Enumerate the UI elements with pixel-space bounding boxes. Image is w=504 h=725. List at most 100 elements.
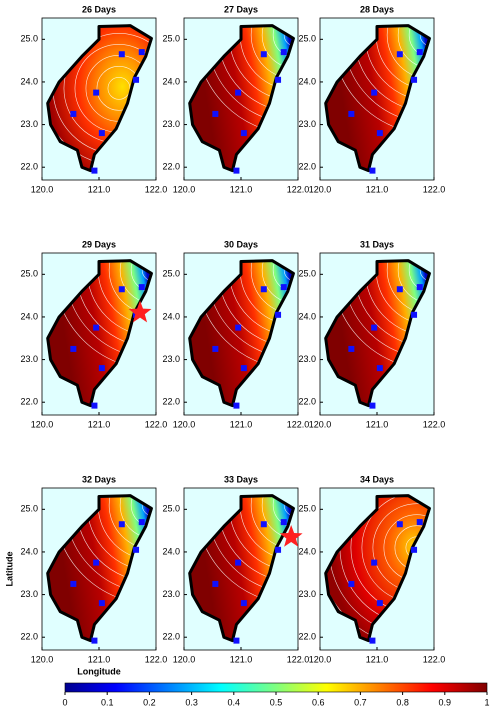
station [369, 402, 376, 409]
coastline [46, 259, 153, 408]
coastline [188, 494, 295, 643]
station [93, 324, 100, 331]
y-tick-label: 22.0 [162, 632, 180, 642]
contour-line [283, 260, 294, 282]
panel-title: 28 Days [360, 4, 394, 14]
x-tick-label: 121.0 [88, 654, 111, 664]
x-tick-label: 122.0 [145, 419, 168, 429]
station [118, 51, 125, 58]
x-tick-label: 121.0 [366, 654, 389, 664]
y-tick-label: 25.0 [162, 34, 180, 44]
x-tick-label: 121.0 [230, 184, 253, 194]
contour-line [250, 25, 294, 80]
station [91, 637, 98, 644]
y-tick-label: 24.0 [298, 76, 316, 86]
y-tick-label: 24.0 [20, 76, 38, 86]
station [235, 559, 242, 566]
station [70, 110, 77, 117]
station [240, 365, 247, 372]
station [212, 345, 219, 352]
contour-line [250, 495, 294, 550]
y-tick-label: 23.0 [298, 589, 316, 599]
contour-line [141, 495, 152, 517]
station [411, 76, 418, 83]
station [138, 49, 145, 56]
contour-line [250, 260, 294, 315]
station [411, 546, 418, 553]
x-axis-label: Longitude [77, 666, 121, 676]
panel-title: 33 Days [224, 474, 258, 484]
panel-title: 29 Days [82, 239, 116, 249]
station [93, 89, 100, 96]
station [416, 49, 423, 56]
colorbar-tick-label: 0.8 [396, 697, 409, 707]
contour-line [397, 25, 430, 69]
y-tick-label: 22.0 [162, 162, 180, 172]
y-tick-label: 24.0 [162, 311, 180, 321]
y-tick-label: 22.0 [298, 162, 316, 172]
x-tick-label: 122.0 [287, 654, 310, 664]
colorbar-tick-label: 0.3 [185, 697, 198, 707]
panel-title: 27 Days [224, 4, 258, 14]
station [371, 559, 378, 566]
coastline [324, 494, 431, 643]
coastline [324, 24, 431, 173]
y-tick-label: 24.0 [20, 546, 38, 556]
station [98, 365, 105, 372]
colorbar-tick-label: 0 [62, 697, 67, 707]
field [189, 260, 294, 406]
y-tick-label: 23.0 [20, 119, 38, 129]
panel-title: 31 Days [360, 239, 394, 249]
y-tick-label: 23.0 [20, 589, 38, 599]
x-tick-label: 121.0 [88, 419, 111, 429]
station [235, 324, 242, 331]
x-tick-label: 120.0 [173, 419, 196, 429]
station [376, 600, 383, 607]
station [396, 51, 403, 58]
station [98, 600, 105, 607]
contour-line [130, 495, 152, 528]
station [133, 76, 140, 83]
x-tick-label: 120.0 [31, 654, 54, 664]
station [369, 637, 376, 644]
station [376, 365, 383, 372]
contour-line [397, 260, 430, 304]
station [212, 580, 219, 587]
panel-title: 32 Days [82, 474, 116, 484]
station [212, 110, 219, 117]
field [325, 260, 430, 406]
y-tick-label: 24.0 [298, 311, 316, 321]
x-tick-label: 120.0 [309, 654, 332, 664]
colorbar-tick-label: 0.9 [439, 697, 452, 707]
field [47, 25, 152, 171]
station [280, 49, 287, 56]
x-tick-label: 122.0 [423, 184, 446, 194]
station [416, 519, 423, 526]
station [138, 284, 145, 291]
y-tick-label: 22.0 [20, 632, 38, 642]
contour-line [141, 260, 152, 282]
contour-line [261, 495, 294, 539]
y-tick-label: 23.0 [162, 589, 180, 599]
colorbar-tick-label: 0.7 [354, 697, 367, 707]
station [91, 402, 98, 409]
field [325, 495, 430, 641]
station [275, 546, 282, 553]
y-tick-label: 22.0 [20, 162, 38, 172]
contour-line [130, 260, 152, 293]
y-tick-label: 25.0 [298, 269, 316, 279]
station [348, 580, 355, 587]
contour-line [108, 260, 152, 315]
coastline [46, 494, 153, 643]
y-axis-label: Latitude [4, 552, 14, 587]
y-tick-label: 22.0 [298, 397, 316, 407]
epicenter-star [279, 525, 303, 547]
field [47, 495, 152, 641]
panel-title: 30 Days [224, 239, 258, 249]
station [93, 559, 100, 566]
colorbar-tick-label: 0.6 [312, 697, 325, 707]
x-tick-label: 120.0 [31, 184, 54, 194]
y-tick-label: 24.0 [298, 546, 316, 556]
y-tick-label: 24.0 [162, 76, 180, 86]
